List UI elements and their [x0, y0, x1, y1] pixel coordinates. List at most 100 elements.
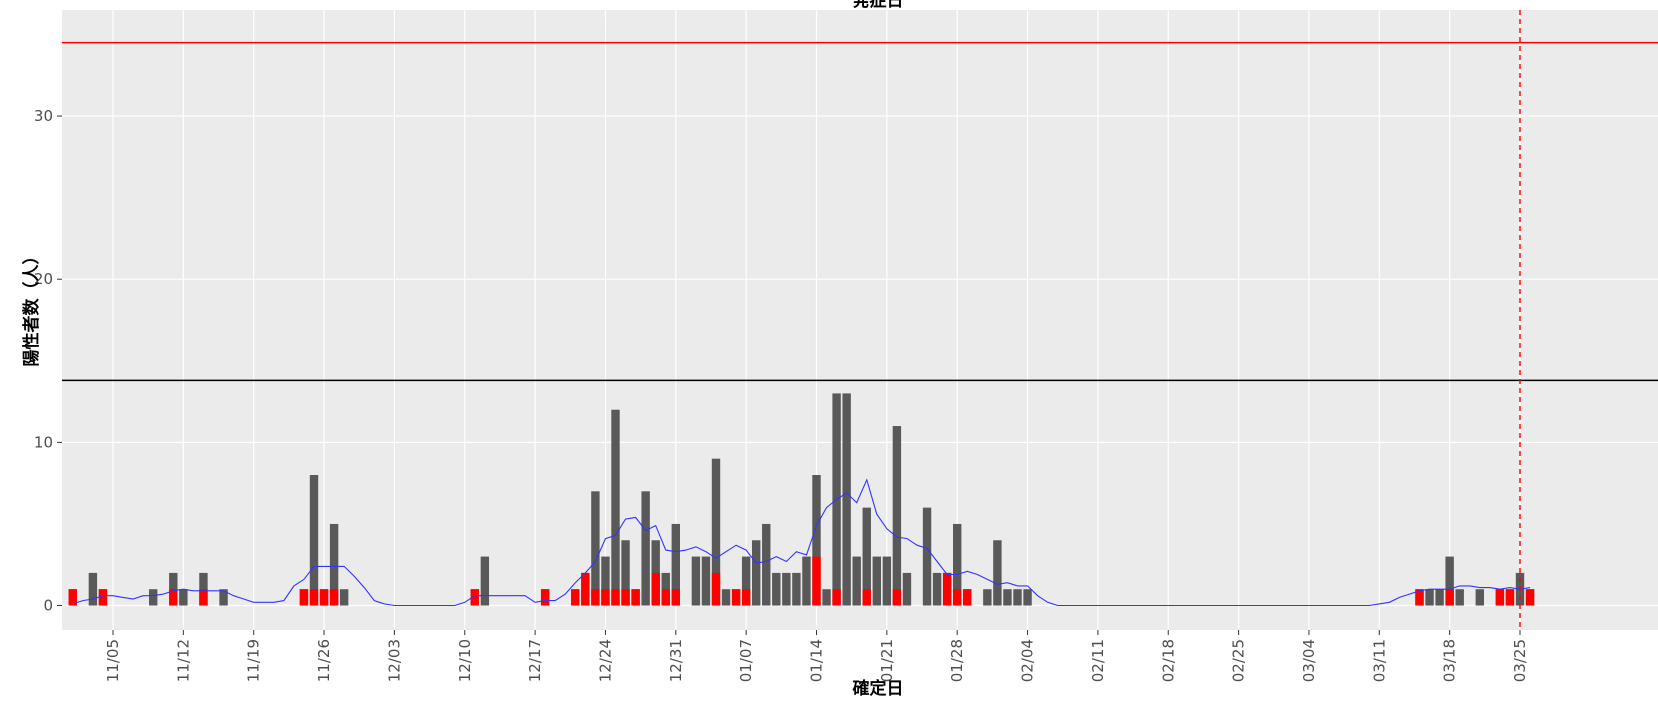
x-tick-label: 02/04 [1019, 639, 1037, 682]
bar-highlight [98, 589, 108, 606]
x-tick-label: 12/31 [667, 639, 685, 682]
reference-lines [62, 41, 1658, 382]
bar-highlight [299, 589, 309, 606]
bar-series [68, 393, 1535, 606]
bar-total [1003, 589, 1012, 606]
bar-highlight [1445, 589, 1454, 606]
bar-total [983, 589, 992, 606]
x-tick-label: 11/05 [104, 639, 122, 682]
x-tick-label: 03/04 [1300, 639, 1318, 682]
x-tick-label: 03/18 [1441, 639, 1459, 682]
x-tick-label: 11/19 [245, 639, 263, 682]
bar-highlight [812, 556, 821, 606]
bar-highlight [741, 589, 751, 606]
bar-highlight [581, 572, 590, 606]
x-tick-label: 12/10 [456, 639, 474, 682]
bar-total [339, 589, 349, 606]
bar-total [842, 393, 851, 606]
bar-highlight [309, 589, 319, 606]
bar-total [329, 523, 339, 606]
y-tick-label: 0 [43, 597, 53, 615]
bar-total [611, 409, 620, 606]
bar-total [741, 556, 751, 606]
x-axis: 11/05 11/12 11/19 11/26 12/03 12/10 12/17 12/24… [104, 630, 1529, 682]
bar-highlight [611, 589, 620, 606]
bar-total [711, 458, 721, 606]
bar-highlight [731, 589, 741, 606]
bar-highlight [651, 572, 660, 606]
bar-highlight [169, 589, 178, 606]
y-tick-label: 30 [34, 107, 53, 125]
bar-total [1023, 589, 1032, 606]
x-axis-title: 確定日 [853, 678, 904, 699]
bar-total [641, 491, 650, 606]
plot-panel [62, 10, 1658, 630]
x-tick-label: 02/18 [1159, 639, 1177, 682]
bar-total [1013, 589, 1022, 606]
bar-total [621, 540, 630, 606]
bar-total [932, 572, 942, 606]
bar-highlight [199, 589, 208, 606]
y-axis-title: 陽性者数（人） [21, 248, 42, 367]
bar-total [862, 507, 871, 606]
bar-total [812, 475, 821, 606]
x-tick-label: 11/26 [315, 639, 333, 682]
bar-highlight [540, 589, 550, 606]
bar-total [88, 572, 98, 606]
bar-highlight [661, 589, 670, 606]
bar-highlight [470, 589, 479, 606]
bar-highlight [631, 589, 640, 606]
bar-highlight [1495, 589, 1505, 606]
y-tick-label: 10 [34, 433, 53, 451]
bar-total [762, 523, 771, 606]
x-tick-label: 01/28 [948, 639, 966, 682]
bar-total [993, 540, 1002, 606]
bar-highlight [1505, 589, 1515, 606]
bar-highlight [319, 589, 329, 606]
bar-highlight [963, 589, 972, 606]
bar-total [852, 556, 861, 606]
x-tick-label: 01/21 [878, 639, 896, 682]
y-tick-label: 20 [34, 270, 53, 288]
bar-highlight [862, 589, 871, 606]
bar-total [1475, 589, 1484, 606]
bar-highlight [953, 589, 962, 606]
bar-highlight [671, 589, 680, 606]
bar-total [701, 556, 711, 606]
trend-line [72, 478, 1531, 607]
bar-highlight [711, 572, 721, 606]
bar-highlight [1415, 589, 1424, 606]
bar-highlight [942, 572, 952, 606]
bar-highlight [832, 589, 841, 606]
bar-total [219, 589, 228, 606]
bar-total [149, 589, 158, 606]
bar-highlight [68, 589, 77, 606]
bar-total [179, 589, 188, 606]
bar-total [691, 556, 701, 606]
bar-total [772, 572, 781, 606]
bar-total [1435, 589, 1444, 606]
bar-highlight [591, 589, 600, 606]
bar-total [872, 556, 881, 606]
x-tick-label: 03/25 [1511, 639, 1529, 682]
bar-highlight [1525, 589, 1535, 606]
bar-highlight [329, 589, 339, 606]
bar-total [1425, 589, 1434, 606]
x-tick-label: 11/12 [174, 639, 192, 682]
x-tick-label: 02/25 [1230, 639, 1248, 682]
bar-total [601, 556, 610, 606]
bar-total [721, 589, 731, 606]
bar-total [792, 572, 801, 606]
bar-total [953, 523, 962, 606]
bar-total [822, 589, 831, 606]
bar-highlight [892, 589, 902, 606]
bar-total [892, 426, 902, 606]
bar-total [591, 491, 600, 606]
bar-total [802, 556, 811, 606]
bar-highlight [571, 589, 580, 606]
bar-total [309, 475, 319, 606]
x-tick-label: 03/11 [1370, 639, 1388, 682]
x-tick-label: 02/11 [1089, 639, 1107, 682]
bar-total [1445, 556, 1454, 606]
